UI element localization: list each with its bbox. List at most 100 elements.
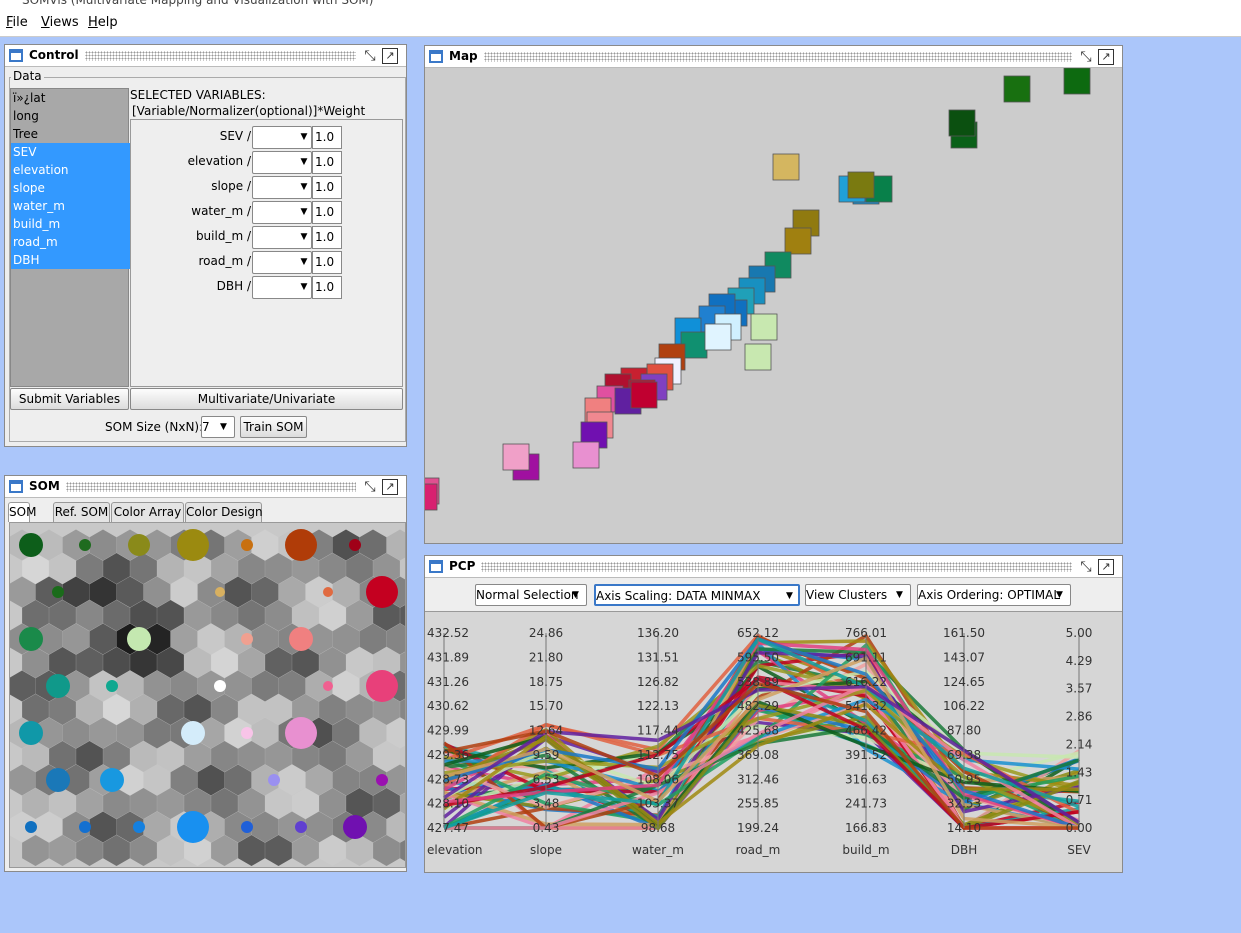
som-size-combo[interactable]: 7 ▼	[201, 416, 235, 438]
variable-item[interactable]: long	[13, 109, 39, 123]
map-point	[744, 343, 772, 371]
som-cell	[22, 600, 49, 631]
som-cell	[157, 553, 184, 584]
dropdown-text: Normal Selection	[476, 588, 579, 602]
som-cell	[278, 670, 306, 702]
pcp-tick-label: 5.00	[1066, 626, 1093, 640]
som-cell	[292, 647, 319, 678]
som-node	[323, 681, 333, 691]
combo-arrow: ▼	[572, 590, 579, 600]
pcp-tick-label: 15.70	[529, 699, 563, 713]
som-cell	[62, 670, 90, 702]
maximize-button[interactable]: ↗	[1098, 49, 1114, 65]
som-cell	[251, 764, 279, 796]
som-cell	[157, 835, 184, 866]
som-tab[interactable]: Color Design	[185, 502, 263, 522]
normalizer-combo[interactable]: ▼	[252, 176, 312, 199]
weight-field[interactable]: 1.0	[312, 126, 342, 149]
normalizer-combo[interactable]: ▼	[252, 126, 312, 149]
dropdown-text: View Clusters	[806, 588, 888, 602]
variable-item[interactable]: DBH	[11, 251, 130, 269]
weight-field[interactable]: 1.0	[312, 151, 342, 174]
som-cell	[400, 651, 405, 674]
som-node	[285, 529, 317, 561]
header-fill	[85, 51, 356, 61]
pcp-tick-label: 21.80	[529, 650, 563, 664]
som-cell	[265, 647, 292, 678]
normalizer-combo[interactable]: ▼	[252, 276, 312, 299]
weight-field[interactable]: 1.0	[312, 201, 342, 224]
som-cell	[143, 717, 171, 749]
som-cell	[211, 694, 238, 725]
som-cell	[319, 553, 346, 584]
variable-item[interactable]: SEV	[11, 143, 130, 161]
variable-item[interactable]: build_m	[11, 215, 130, 233]
som-cell	[184, 600, 211, 631]
pcp-tick-label: 3.48	[533, 797, 560, 811]
normalizer-combo[interactable]: ▼	[252, 251, 312, 274]
som-cell	[130, 694, 157, 725]
som-cell	[22, 553, 49, 584]
som-tab[interactable]: Ref. SOM	[53, 502, 110, 522]
som-view	[9, 522, 406, 868]
som-cell	[49, 553, 76, 584]
som-cell	[332, 717, 360, 749]
mode-button[interactable]: Multivariate/Univariate	[130, 388, 403, 410]
combo-arrow: ▼	[786, 591, 793, 601]
menu-item[interactable]: Help	[88, 15, 118, 30]
pcp-dropdown[interactable]: Axis Scaling: DATA MINMAX ▼	[594, 584, 800, 606]
submit-button[interactable]: Submit Variables	[10, 388, 129, 410]
minimize-button[interactable]: ⤡	[1080, 49, 1092, 65]
som-cell	[346, 647, 373, 678]
pcp-tick-label: 166.83	[845, 821, 887, 835]
weight-field[interactable]: 1.0	[312, 251, 342, 274]
menu-bar: File Views Help	[0, 10, 1241, 37]
minimize-button[interactable]: ⤡	[1080, 559, 1092, 575]
pcp-tick-label: 32.53	[947, 797, 981, 811]
pcp-dropdown[interactable]: Axis Ordering: OPTIMAL ▼	[917, 584, 1071, 606]
som-cell	[157, 788, 184, 819]
pcp-dropdown[interactable]: View Clusters ▼	[805, 584, 911, 606]
som-cell	[224, 811, 252, 843]
pcp-tick-label: 652.12	[737, 626, 779, 640]
som-tab[interactable]: Color Array	[111, 502, 184, 522]
maximize-button[interactable]: ↗	[382, 479, 398, 495]
weight-field[interactable]: 1.0	[312, 176, 342, 199]
variable-item[interactable]: elevation	[11, 161, 130, 179]
minimize-button[interactable]: ⤡	[364, 48, 376, 64]
variable-item[interactable]: water_m	[11, 197, 130, 215]
som-cell	[130, 741, 157, 772]
som-cell	[35, 529, 63, 561]
som-cell	[224, 717, 252, 749]
som-cell	[130, 647, 157, 678]
maximize-button[interactable]: ↗	[382, 48, 398, 64]
pcp-axis-label: build_m	[842, 843, 889, 857]
menu-item[interactable]: File	[6, 15, 28, 30]
train-button[interactable]: Train SOM	[240, 416, 307, 438]
minimize-button[interactable]: ⤡	[364, 479, 376, 495]
pcp-tick-label: 427.47	[427, 821, 469, 835]
variable-item[interactable]: road_m	[11, 233, 130, 251]
maximize-button[interactable]: ↗	[1098, 559, 1114, 575]
som-cell	[157, 741, 184, 772]
normalizer-combo[interactable]: ▼	[252, 226, 312, 249]
map-point	[630, 381, 658, 409]
variable-item[interactable]: ï»¿lat	[13, 91, 46, 105]
som-cell	[184, 647, 211, 678]
pcp-tick-label: 3.57	[1066, 682, 1093, 696]
pcp-dropdown[interactable]: Normal Selection ▼	[475, 584, 587, 606]
normalizer-combo[interactable]: ▼	[252, 201, 312, 224]
som-cell	[103, 553, 130, 584]
weight-field[interactable]: 1.0	[312, 276, 342, 299]
weight-field[interactable]: 1.0	[312, 226, 342, 249]
menu-item[interactable]: Views	[41, 15, 79, 30]
variable-item[interactable]: Tree	[13, 127, 39, 141]
panel-header: SOM ⤡ ↗	[5, 476, 406, 498]
variable-label: road_m /	[198, 254, 251, 268]
pcp-tick-label: 241.73	[845, 797, 887, 811]
variable-item[interactable]: slope	[11, 179, 130, 197]
title-bar: SOMVis (Multivariate Mapping and Visuali…	[0, 0, 1241, 10]
som-tab[interactable]: SOM	[8, 502, 36, 522]
som-cell	[359, 529, 387, 561]
normalizer-combo[interactable]: ▼	[252, 151, 312, 174]
